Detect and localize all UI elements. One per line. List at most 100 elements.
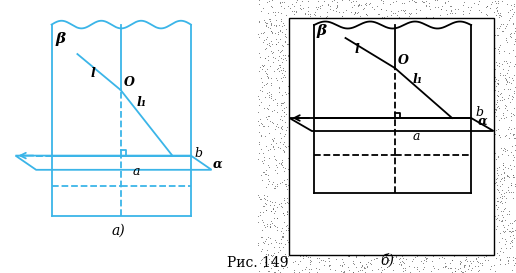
Point xyxy=(406,55,414,60)
Point xyxy=(280,150,288,154)
Point xyxy=(493,81,502,85)
Point xyxy=(373,180,381,185)
Point xyxy=(348,193,357,198)
Point xyxy=(360,236,368,240)
Point xyxy=(376,115,384,120)
Point xyxy=(474,138,482,143)
Point xyxy=(428,236,437,241)
Point xyxy=(271,240,280,244)
Point xyxy=(460,164,469,168)
Point xyxy=(477,222,486,227)
Point xyxy=(322,37,330,41)
Point xyxy=(374,157,382,161)
Point xyxy=(330,137,338,141)
Point xyxy=(438,21,446,26)
Point xyxy=(460,173,468,178)
Point xyxy=(502,104,510,108)
Point xyxy=(299,173,307,178)
Point xyxy=(475,8,483,12)
Point xyxy=(313,121,321,126)
Point xyxy=(411,203,420,207)
Point xyxy=(340,75,348,79)
Point xyxy=(375,135,383,139)
Point xyxy=(453,240,461,245)
Point xyxy=(473,211,481,215)
Point xyxy=(286,42,295,46)
Point xyxy=(351,10,359,15)
Point xyxy=(343,121,351,125)
Point xyxy=(469,153,477,157)
Point xyxy=(359,198,367,202)
Point xyxy=(267,39,275,43)
Point xyxy=(324,238,332,243)
Point xyxy=(445,3,454,8)
Point xyxy=(376,164,384,168)
Point xyxy=(311,119,319,123)
Point xyxy=(327,91,335,96)
Point xyxy=(442,51,450,56)
Point xyxy=(297,195,305,199)
Point xyxy=(399,43,407,48)
Point xyxy=(312,266,320,271)
Point xyxy=(400,197,409,201)
Point xyxy=(309,155,317,160)
Point xyxy=(320,245,329,249)
Point xyxy=(254,110,262,114)
Point xyxy=(356,268,364,272)
Point xyxy=(443,37,452,42)
Point xyxy=(293,215,301,219)
Point xyxy=(470,219,478,224)
Point xyxy=(270,270,278,273)
Point xyxy=(398,185,407,189)
Point xyxy=(346,157,354,161)
Point xyxy=(491,0,499,3)
Point xyxy=(307,97,315,102)
Point xyxy=(459,69,467,73)
Point xyxy=(489,112,497,117)
Point xyxy=(368,150,376,155)
Point xyxy=(436,138,444,143)
Point xyxy=(337,104,346,108)
Point xyxy=(327,160,335,164)
Point xyxy=(310,52,318,57)
Point xyxy=(283,200,291,204)
Point xyxy=(294,262,302,267)
Point xyxy=(282,145,291,149)
Point xyxy=(425,75,433,79)
Point xyxy=(460,115,469,120)
Point xyxy=(328,210,336,214)
Point xyxy=(505,162,513,167)
Point xyxy=(458,236,466,240)
Point xyxy=(478,152,486,156)
Point xyxy=(365,170,374,174)
Point xyxy=(282,13,290,17)
Point xyxy=(276,180,284,185)
Point xyxy=(508,14,516,18)
Point xyxy=(381,137,390,141)
Point xyxy=(276,63,284,67)
Point xyxy=(297,158,305,162)
Point xyxy=(293,133,301,138)
Point xyxy=(461,139,469,143)
Point xyxy=(257,100,265,105)
Point xyxy=(452,47,460,51)
Point xyxy=(396,162,404,167)
Point xyxy=(357,3,365,7)
Point xyxy=(393,75,401,79)
Point xyxy=(478,263,487,268)
Point xyxy=(431,207,440,211)
Point xyxy=(378,139,386,143)
Point xyxy=(317,92,326,96)
Point xyxy=(454,223,462,227)
Point xyxy=(431,147,439,152)
Point xyxy=(383,13,391,18)
Point xyxy=(446,190,455,194)
Point xyxy=(497,176,506,180)
Point xyxy=(429,119,438,123)
Point xyxy=(408,0,416,2)
Point xyxy=(506,59,514,64)
Point xyxy=(461,91,469,95)
Point xyxy=(262,115,270,120)
Point xyxy=(424,53,432,57)
Point xyxy=(359,94,367,99)
